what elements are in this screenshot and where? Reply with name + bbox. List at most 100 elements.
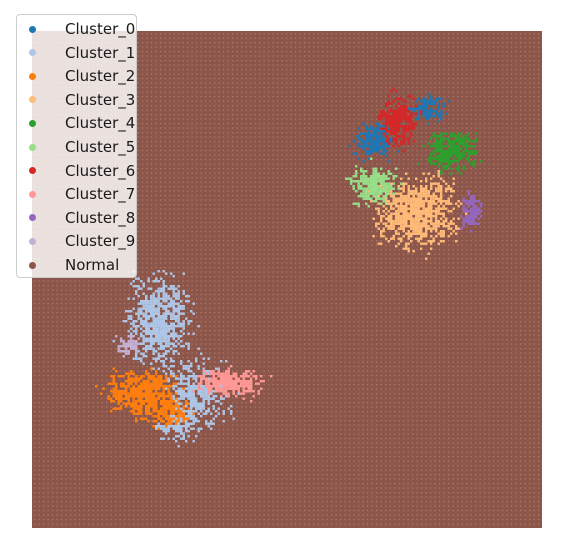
point-cluster-5: [372, 167, 375, 170]
point-cluster-7: [215, 390, 218, 393]
point-cluster-2: [115, 387, 118, 390]
point-cluster-3: [402, 225, 405, 228]
point-cluster-3: [397, 237, 400, 240]
point-cluster-1: [150, 317, 153, 320]
point-cluster-1: [135, 327, 138, 330]
point-cluster-1: [152, 315, 155, 318]
point-cluster-4: [437, 147, 440, 150]
point-cluster-3: [387, 235, 390, 238]
point-cluster-3: [437, 205, 440, 208]
point-cluster-2: [115, 377, 118, 380]
point-cluster-3: [412, 205, 415, 208]
point-cluster-2: [145, 410, 148, 413]
point-cluster-3: [380, 210, 383, 213]
point-cluster-2: [122, 375, 125, 378]
point-cluster-0: [357, 137, 360, 140]
point-cluster-1: [150, 330, 153, 333]
point-cluster-5: [382, 172, 385, 175]
point-cluster-3: [415, 212, 418, 215]
point-cluster-4: [457, 137, 460, 140]
point-cluster-3: [402, 202, 405, 205]
point-cluster-2: [137, 387, 140, 390]
point-cluster-3: [397, 242, 400, 245]
point-cluster-1: [195, 375, 198, 378]
point-cluster-2: [135, 412, 138, 415]
point-cluster-2: [152, 397, 155, 400]
point-cluster-1: [130, 315, 133, 318]
point-cluster-1: [192, 397, 195, 400]
point-cluster-4: [467, 150, 470, 153]
point-cluster-1: [145, 305, 148, 308]
point-cluster-9: [125, 342, 128, 345]
point-cluster-2: [170, 417, 173, 420]
point-cluster-4: [447, 142, 450, 145]
point-cluster-2: [132, 387, 135, 390]
point-cluster-1: [215, 410, 218, 413]
point-cluster-2: [167, 410, 170, 413]
point-cluster-3: [430, 177, 433, 180]
point-cluster-4: [445, 132, 448, 135]
point-cluster-2: [112, 367, 115, 370]
point-cluster-3: [432, 197, 435, 200]
point-cluster-1: [190, 320, 193, 323]
point-cluster-1: [162, 280, 165, 283]
point-cluster-2: [165, 380, 168, 383]
point-cluster-3: [455, 202, 458, 205]
point-cluster-1: [197, 380, 200, 383]
point-cluster-2: [172, 400, 175, 403]
point-cluster-2: [112, 382, 115, 385]
point-cluster-5: [387, 182, 390, 185]
point-cluster-3: [450, 222, 453, 225]
point-cluster-1: [180, 372, 183, 375]
point-cluster-5: [365, 185, 368, 188]
point-cluster-1: [172, 397, 175, 400]
point-cluster-5: [385, 185, 388, 188]
point-cluster-1: [195, 357, 198, 360]
point-cluster-2: [175, 415, 178, 418]
point-cluster-5: [355, 170, 358, 173]
point-cluster-2: [145, 370, 148, 373]
point-cluster-1: [150, 305, 153, 308]
point-cluster-1: [172, 317, 175, 320]
point-cluster-5: [347, 177, 350, 180]
point-cluster-1: [180, 392, 183, 395]
point-cluster-1: [157, 352, 160, 355]
point-cluster-5: [367, 175, 370, 178]
point-cluster-2: [110, 375, 113, 378]
point-cluster-1: [175, 300, 178, 303]
point-cluster-1: [130, 322, 133, 325]
point-cluster-3: [387, 202, 390, 205]
point-cluster-1: [207, 370, 210, 373]
point-cluster-1: [217, 412, 220, 415]
point-cluster-2: [167, 405, 170, 408]
point-cluster-3: [390, 182, 393, 185]
point-cluster-1: [172, 305, 175, 308]
point-cluster-1: [142, 317, 145, 320]
point-cluster-5: [377, 177, 380, 180]
point-cluster-2: [167, 415, 170, 418]
point-cluster-3: [432, 185, 435, 188]
point-cluster-1: [172, 420, 175, 423]
point-cluster-1: [162, 425, 165, 428]
point-cluster-9: [130, 342, 133, 345]
point-cluster-1: [162, 297, 165, 300]
point-cluster-4: [472, 150, 475, 153]
point-cluster-1: [112, 340, 115, 343]
point-cluster-1: [150, 307, 153, 310]
point-cluster-7: [250, 385, 253, 388]
point-cluster-9: [127, 335, 130, 338]
point-cluster-7: [242, 397, 245, 400]
point-cluster-9: [130, 345, 133, 348]
point-cluster-2: [125, 405, 128, 408]
point-cluster-4: [440, 162, 443, 165]
point-cluster-1: [160, 297, 163, 300]
point-cluster-2: [102, 395, 105, 398]
point-cluster-3: [415, 210, 418, 213]
point-cluster-7: [252, 390, 255, 393]
point-cluster-9: [125, 347, 128, 350]
point-cluster-1: [157, 290, 160, 293]
point-cluster-1: [157, 295, 160, 298]
point-cluster-1: [190, 407, 193, 410]
point-cluster-1: [145, 317, 148, 320]
point-cluster-2: [182, 412, 185, 415]
